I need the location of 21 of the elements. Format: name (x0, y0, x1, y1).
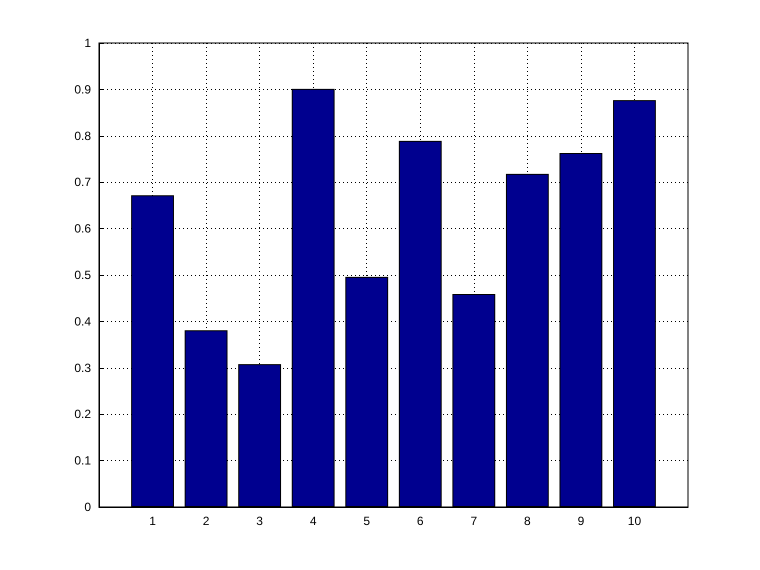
y-tick-label: 0.7 (74, 175, 92, 190)
y-tick-label: 0.4 (74, 314, 92, 328)
x-tick-label: 4 (310, 514, 317, 528)
y-tick-label: 0.5 (74, 268, 92, 282)
y-tick-label: 0.6 (74, 222, 92, 236)
x-tick-label: 6 (416, 514, 424, 528)
y-tick-label: 0.2 (74, 407, 92, 422)
y-tick-label: 0.1 (74, 454, 92, 468)
y-tick-label: 1 (84, 36, 92, 50)
x-tick-label: 5 (363, 514, 370, 528)
x-tick-label: 1 (149, 514, 156, 528)
x-tick-label: 7 (470, 514, 478, 528)
x-tick-label: 8 (524, 514, 532, 528)
x-tick-label: 9 (578, 514, 585, 528)
y-tick-label: 0 (84, 500, 92, 514)
x-tick-label: 2 (202, 514, 210, 528)
y-tick-label: 0.9 (74, 82, 92, 96)
y-tick-label: 0.3 (74, 360, 92, 375)
x-tick-label: 10 (628, 514, 642, 528)
x-tick-label: 3 (256, 514, 264, 528)
y-tick-label: 0.8 (74, 128, 92, 143)
